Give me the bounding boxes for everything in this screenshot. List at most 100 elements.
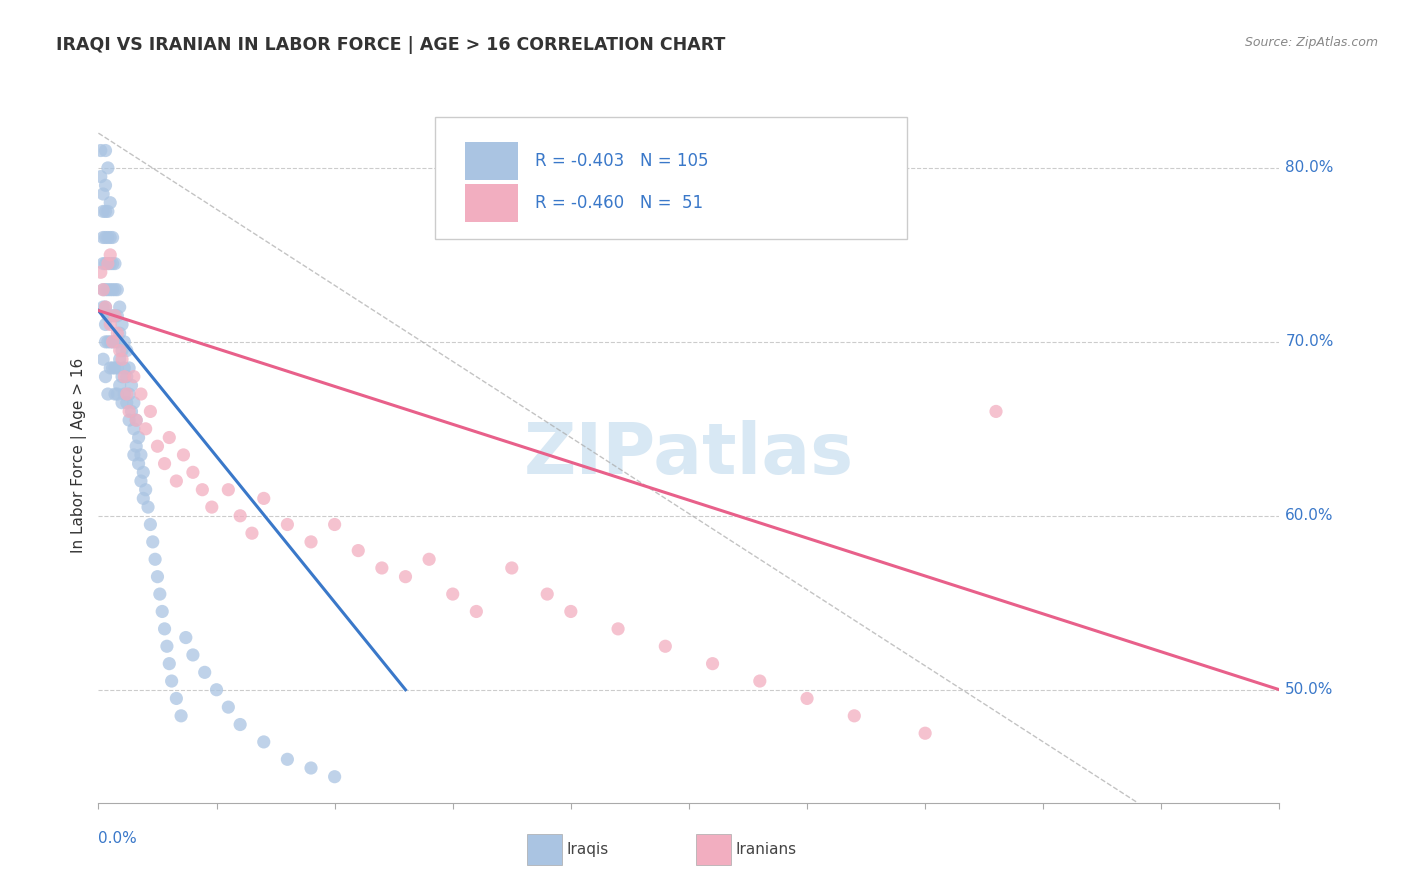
Point: [299, 534, 322, 549]
Point: [132, 491, 155, 506]
Point: [111, 395, 134, 409]
Point: [394, 569, 416, 583]
Text: 60.0%: 60.0%: [1285, 508, 1334, 524]
Point: [122, 448, 145, 462]
Point: [112, 360, 135, 375]
Point: [98, 360, 121, 375]
Point: [97, 387, 120, 401]
FancyBboxPatch shape: [464, 184, 517, 222]
Point: [139, 517, 162, 532]
Point: [97, 283, 120, 297]
Point: [174, 631, 197, 645]
Point: [108, 343, 131, 358]
Point: [240, 526, 263, 541]
Point: [122, 395, 145, 409]
Text: 50.0%: 50.0%: [1285, 682, 1334, 698]
Point: [94, 144, 117, 158]
Text: Iranians: Iranians: [735, 842, 796, 857]
Point: [104, 309, 127, 323]
Point: [94, 318, 117, 332]
Point: [101, 256, 124, 270]
Point: [135, 422, 157, 436]
Point: [194, 665, 217, 680]
Point: [98, 230, 121, 244]
Point: [101, 334, 124, 349]
Point: [607, 622, 630, 636]
Point: [111, 318, 134, 332]
Point: [94, 300, 117, 314]
Point: [94, 256, 117, 270]
Point: [135, 483, 157, 497]
Point: [323, 517, 346, 532]
Point: [91, 204, 114, 219]
Point: [121, 404, 143, 418]
Point: [104, 309, 127, 323]
Point: [984, 404, 1007, 418]
Point: [844, 708, 866, 723]
Point: [91, 300, 114, 314]
Point: [121, 378, 143, 392]
Point: [146, 439, 169, 453]
Point: [118, 387, 141, 401]
Point: [108, 352, 131, 367]
Point: [90, 144, 112, 158]
Point: [91, 352, 114, 367]
Point: [748, 673, 770, 688]
Point: [153, 622, 176, 636]
Point: [97, 334, 120, 349]
Point: [165, 474, 187, 488]
FancyBboxPatch shape: [434, 118, 907, 239]
Point: [205, 682, 228, 697]
Point: [91, 283, 114, 297]
Point: [94, 230, 117, 244]
Point: [104, 334, 127, 349]
Point: [98, 283, 121, 297]
Point: [536, 587, 558, 601]
Point: [118, 404, 141, 418]
Point: [181, 648, 204, 662]
Point: [157, 657, 180, 671]
Point: [132, 465, 155, 479]
Point: [105, 309, 128, 323]
Point: [253, 491, 276, 506]
Point: [104, 256, 127, 270]
Text: Source: ZipAtlas.com: Source: ZipAtlas.com: [1244, 36, 1378, 49]
Point: [128, 457, 150, 471]
Point: [90, 265, 112, 279]
Point: [418, 552, 440, 566]
Point: [150, 604, 173, 618]
Point: [105, 360, 128, 375]
Text: 80.0%: 80.0%: [1285, 161, 1334, 176]
Point: [91, 186, 114, 201]
Point: [128, 430, 150, 444]
Point: [201, 500, 224, 514]
Point: [104, 283, 127, 297]
Point: [129, 387, 152, 401]
Point: [111, 369, 134, 384]
Point: [94, 334, 117, 349]
Text: Iraqis: Iraqis: [567, 842, 609, 857]
Point: [217, 700, 239, 714]
Point: [112, 387, 135, 401]
Point: [111, 343, 134, 358]
Point: [105, 334, 128, 349]
Point: [97, 256, 120, 270]
FancyBboxPatch shape: [464, 142, 517, 180]
Point: [115, 343, 138, 358]
Point: [101, 360, 124, 375]
Point: [115, 395, 138, 409]
Point: [111, 352, 134, 367]
Point: [157, 430, 180, 444]
Point: [108, 326, 131, 340]
Point: [94, 178, 117, 193]
Point: [136, 500, 159, 514]
Point: [156, 639, 179, 653]
Point: [160, 673, 183, 688]
Point: [465, 604, 488, 618]
Point: [94, 300, 117, 314]
Text: IRAQI VS IRANIAN IN LABOR FORCE | AGE > 16 CORRELATION CHART: IRAQI VS IRANIAN IN LABOR FORCE | AGE > …: [56, 36, 725, 54]
Point: [98, 334, 121, 349]
Point: [90, 169, 112, 184]
Point: [501, 561, 523, 575]
Point: [139, 404, 162, 418]
